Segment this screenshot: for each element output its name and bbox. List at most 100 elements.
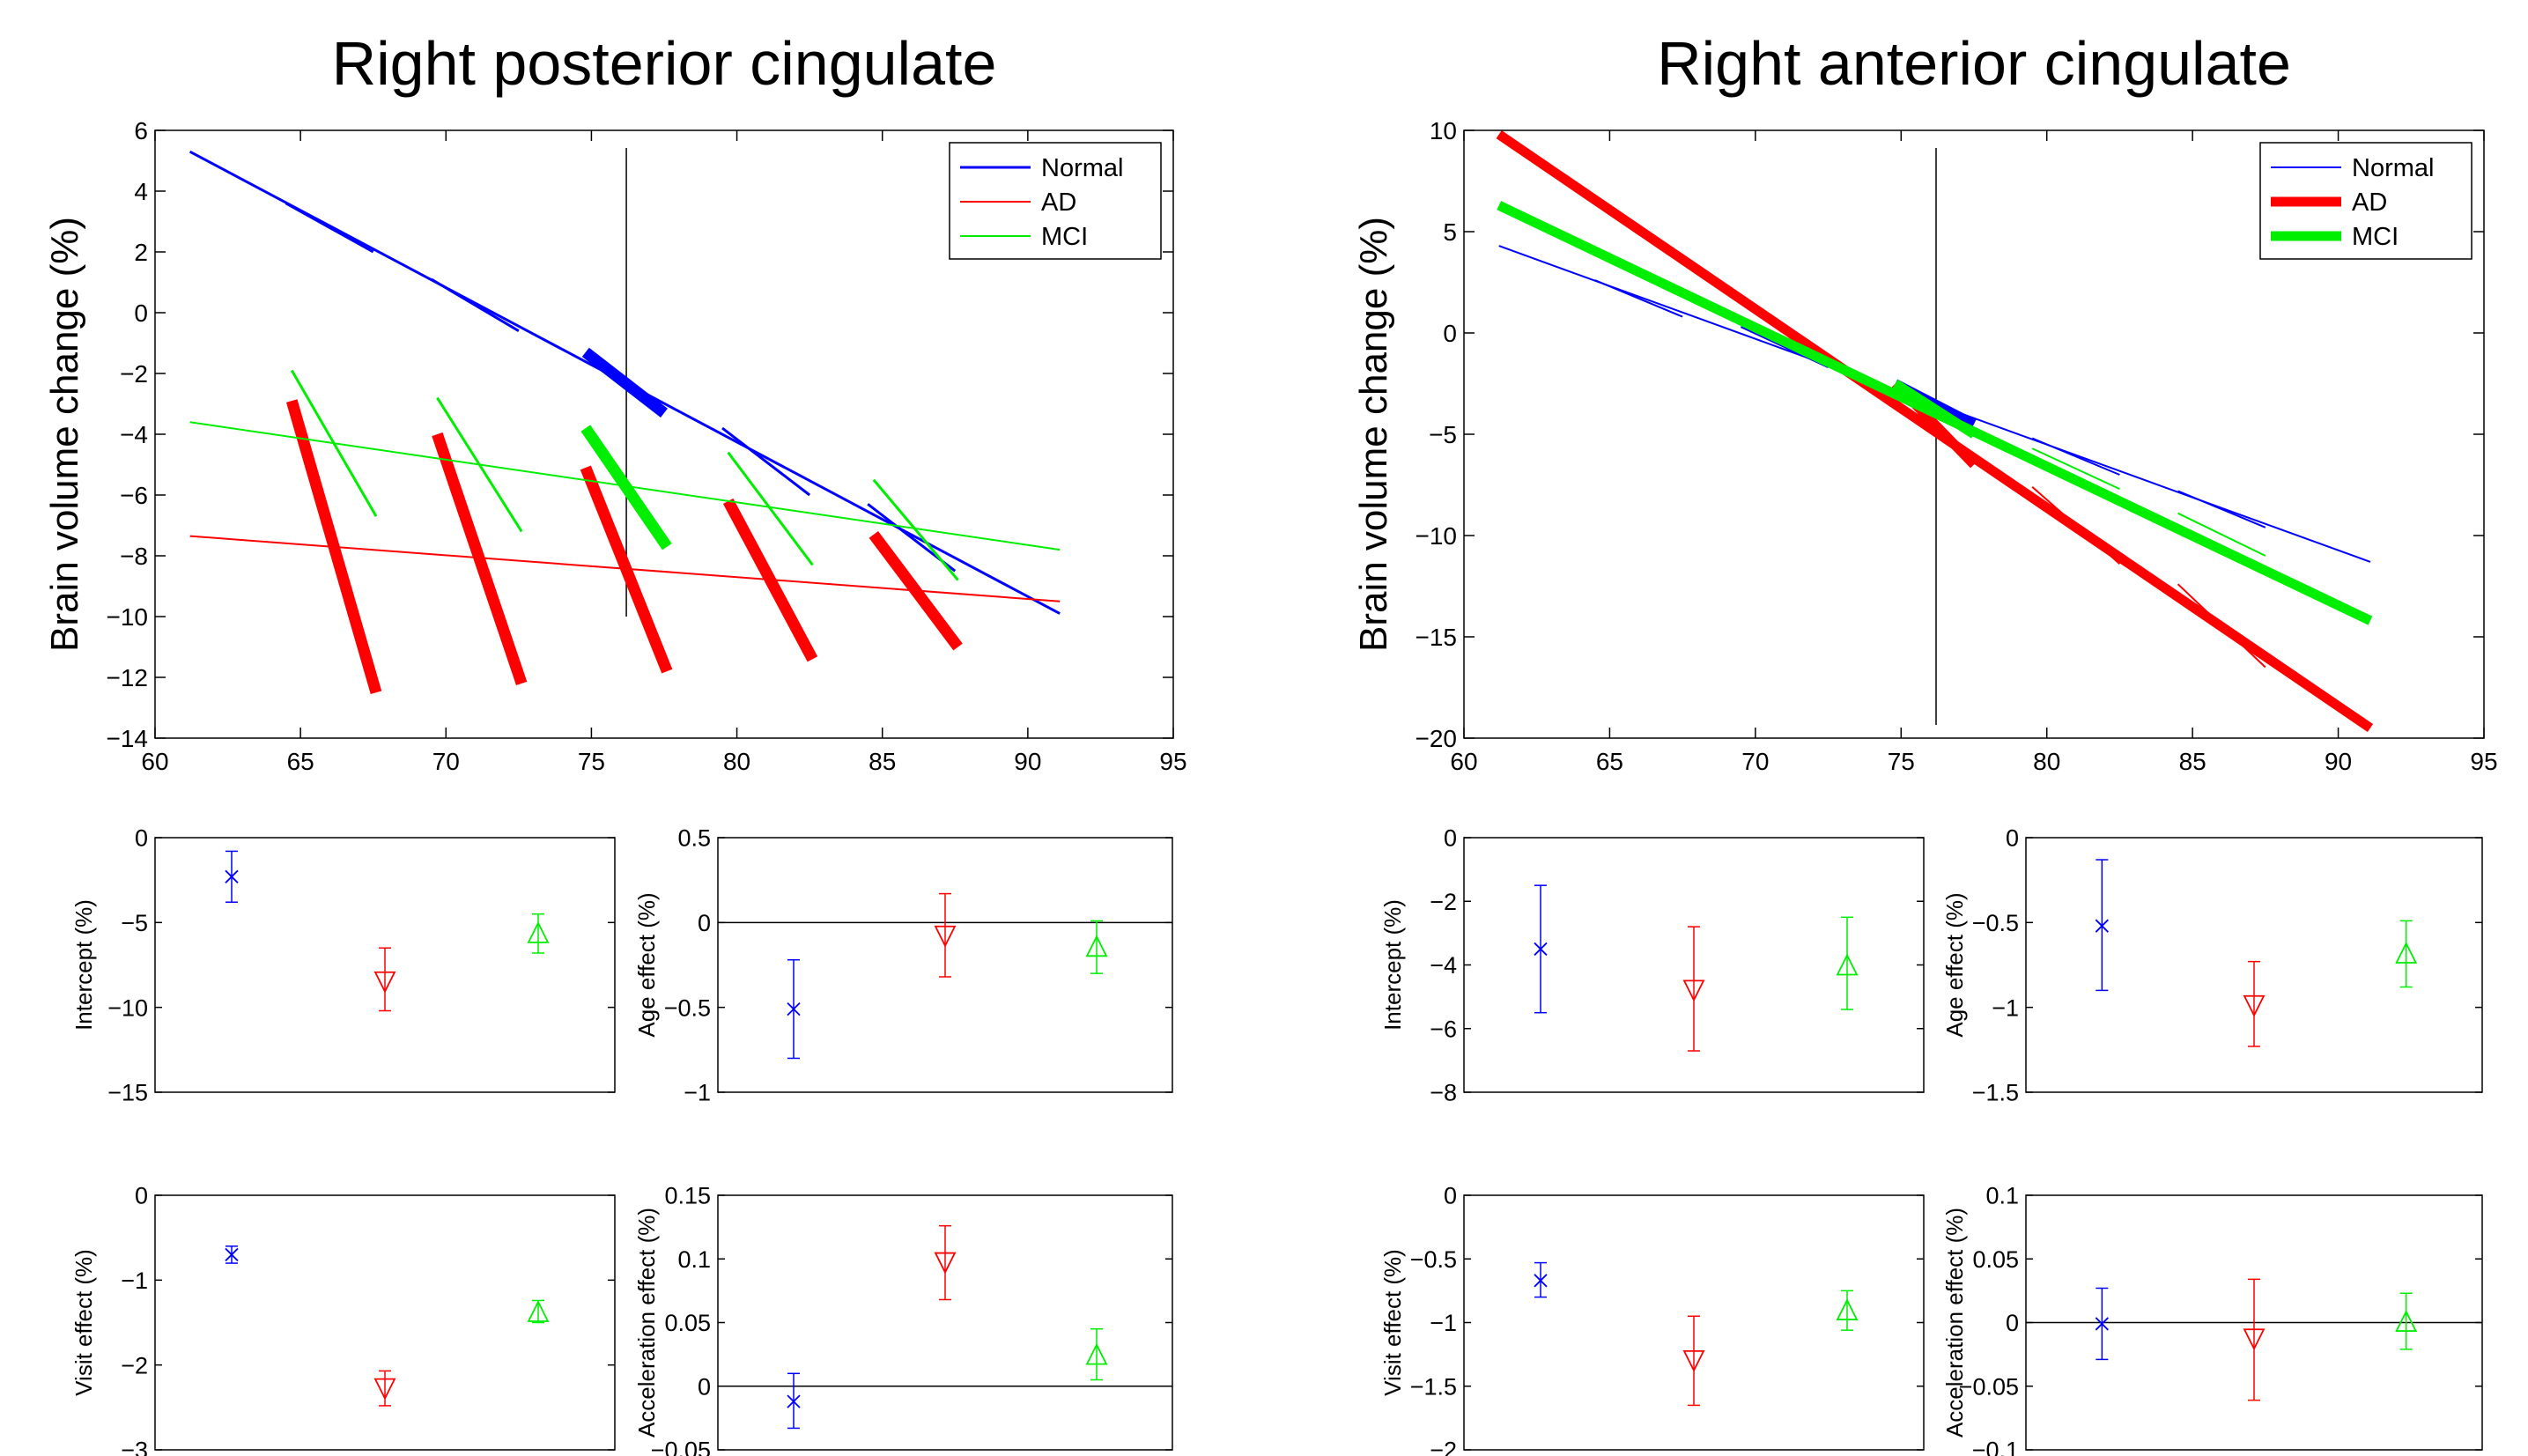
y-tick-label: −0.05 — [651, 1438, 711, 1456]
segment-normal — [2177, 490, 2266, 528]
y-axis-label: Intercept (%) — [70, 899, 97, 1031]
y-tick-label: −10 — [1416, 522, 1458, 550]
panel-right-intercept: −8 −6 −4 −2 0 Intercept (%) — [1379, 825, 1925, 1106]
y-tick-label: 0 — [1444, 1183, 1457, 1209]
panel-left-age: −1 −0.5 0 0.5 Age effect (%) — [633, 825, 1173, 1106]
y-tick-label: 0 — [135, 825, 148, 852]
marker-triangle-up — [2395, 1310, 2418, 1332]
x-tick-label: 65 — [1596, 748, 1623, 775]
plot-layer — [1534, 884, 1859, 1052]
axes-frame — [2025, 837, 2483, 1093]
marker-triangle-down — [2243, 1328, 2266, 1351]
axes-frame — [1463, 837, 1925, 1093]
legend-label: MCI — [2352, 223, 2399, 251]
x-tick-label: 80 — [2033, 748, 2060, 775]
y-tick-label: −12 — [107, 664, 149, 691]
marker-x — [787, 1001, 801, 1016]
legend-label: AD — [2352, 188, 2387, 217]
marker-triangle-down — [373, 1378, 396, 1401]
plot-layer — [225, 850, 550, 1012]
segment-mci — [290, 369, 378, 517]
y-tick-label: −14 — [107, 725, 149, 752]
segment-mci — [2031, 447, 2120, 491]
legend-label: Normal — [2352, 154, 2434, 182]
axes-frame — [717, 1194, 1173, 1451]
errorbar-ad — [373, 1370, 396, 1407]
y-tick-label: −20 — [1416, 725, 1458, 752]
axes-frame — [717, 837, 1173, 1093]
y-axis-label: Acceleration effect (%) — [1941, 1208, 1968, 1438]
y-axis-label: Brain volume change (%) — [1352, 217, 1395, 652]
marker-triangle-down — [373, 971, 396, 994]
y-tick-label: −10 — [107, 603, 149, 631]
segment-mci — [2177, 512, 2266, 557]
errorbar-mci — [1836, 1290, 1859, 1331]
errorbar-normal — [1534, 884, 1548, 1014]
errorbar-mci — [1836, 916, 1859, 1010]
y-tick-label: 0 — [698, 1373, 711, 1400]
segment-ad — [869, 530, 963, 651]
marker-triangle-down — [934, 925, 957, 948]
marker-triangle-down — [1682, 1349, 1705, 1372]
errorbar-mci — [527, 913, 550, 954]
y-axis-label: Brain volume change (%) — [43, 217, 86, 652]
axes-frame — [154, 129, 1174, 739]
errorbar-mci — [1085, 1327, 1108, 1381]
y-tick-label: −15 — [1416, 624, 1458, 651]
y-tick-label: 0 — [698, 910, 711, 936]
y-tick-label: −6 — [120, 482, 148, 509]
errorbar-normal — [1534, 1261, 1548, 1298]
x-tick-label: 95 — [1159, 748, 1186, 775]
errorbar-ad — [934, 1224, 957, 1301]
axes-frame — [1463, 129, 2485, 739]
segment-mci — [1740, 317, 1829, 360]
errorbar-mci — [2395, 920, 2418, 988]
segment-ad — [722, 498, 818, 662]
segment-mci — [727, 451, 814, 566]
y-tick-label: −0.1 — [1972, 1438, 2019, 1456]
panel-right-visit: −2 −1.5 −1 −0.5 0 Visit effect (%) — [1379, 1183, 1925, 1456]
x-tick-label: 65 — [287, 748, 314, 775]
y-tick-label: −1.5 — [1410, 1373, 1457, 1400]
chart-title: Right anterior cingulate — [1657, 29, 2291, 98]
x-tick-label: 85 — [2179, 748, 2206, 775]
legend-label: Normal — [1041, 154, 1123, 182]
errorbar-normal — [225, 1245, 239, 1264]
y-tick-label: −4 — [120, 421, 148, 448]
segment-mci — [580, 425, 672, 551]
plot-layer — [718, 1224, 1172, 1430]
segment-normal — [285, 202, 374, 254]
axes-frame — [154, 837, 616, 1093]
x-tick-label: 70 — [432, 748, 460, 775]
marker-x — [787, 1394, 801, 1408]
axes-frame — [154, 1194, 616, 1451]
panel-right-age: −1.5 −1 −0.5 0 Age effect (%) — [1941, 825, 2483, 1106]
segment-mci — [1892, 379, 1977, 439]
plot-layer — [1496, 130, 2374, 733]
marker-triangle-up — [1836, 953, 1859, 976]
y-tick-label: −1 — [121, 1268, 148, 1294]
y-tick-label: −1.5 — [1972, 1080, 2019, 1106]
y-tick-label: −0.5 — [1410, 1246, 1457, 1273]
segment-ad — [285, 399, 382, 695]
marker-x — [2095, 1317, 2109, 1331]
x-tick-label: 70 — [1741, 748, 1769, 775]
marker-triangle-up — [1085, 1342, 1108, 1365]
y-tick-label: −1 — [1992, 994, 2019, 1021]
y-axis-label: Age effect (%) — [633, 892, 660, 1037]
legend: Normal AD MCI — [2259, 142, 2473, 260]
errorbar-ad — [1682, 1315, 1705, 1407]
y-tick-label: 0 — [1443, 320, 1457, 347]
y-tick-label: 5 — [1443, 218, 1457, 246]
marker-triangle-up — [527, 920, 550, 943]
marker-triangle-down — [2243, 994, 2266, 1017]
segment-ad — [2031, 486, 2121, 565]
y-tick-label: 0.05 — [664, 1310, 711, 1336]
y-tick-label: −0.05 — [1959, 1373, 2019, 1400]
y-tick-label: 4 — [134, 178, 148, 205]
marker-triangle-down — [1682, 979, 1705, 1002]
marker-x — [1534, 1274, 1548, 1288]
plot-layer — [2095, 859, 2418, 1047]
